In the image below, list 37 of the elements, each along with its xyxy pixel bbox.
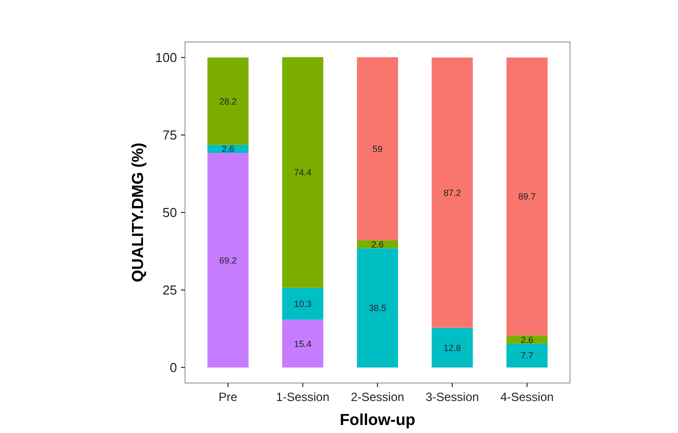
x-tick-label: 1-Session bbox=[276, 390, 330, 404]
bar bbox=[207, 58, 249, 145]
bar bbox=[356, 248, 398, 368]
bar bbox=[207, 152, 249, 368]
bar bbox=[282, 57, 324, 288]
x-tick-label: 2-Session bbox=[350, 390, 404, 404]
x-tick-label: Pre bbox=[218, 390, 238, 404]
data-label: 69.2 bbox=[219, 255, 237, 266]
data-label: 10.3 bbox=[294, 298, 312, 309]
bar bbox=[506, 58, 548, 336]
data-label: 2.6 bbox=[520, 334, 534, 345]
y-axis-title: QUALITY.DMG (%) bbox=[130, 142, 147, 282]
data-label: 87.2 bbox=[443, 188, 462, 198]
data-label: 28.2 bbox=[219, 96, 237, 106]
y-tick-label: 50 bbox=[162, 205, 177, 220]
y-tick-label: 100 bbox=[155, 50, 177, 66]
x-tick-label: 3-Session bbox=[426, 390, 479, 404]
data-label: 2.6 bbox=[222, 144, 234, 154]
data-label: 2.6 bbox=[371, 239, 384, 250]
x-tick-label: 4-Session bbox=[500, 390, 554, 404]
bar bbox=[506, 344, 548, 368]
y-tick-label: 0 bbox=[170, 360, 177, 376]
x-axis-title: Follow-up bbox=[340, 412, 416, 429]
data-label: 7.7 bbox=[520, 350, 534, 361]
bar bbox=[432, 328, 473, 368]
bar bbox=[282, 320, 324, 368]
bar bbox=[282, 288, 324, 320]
data-label: 74.4 bbox=[294, 168, 312, 178]
y-tick-label: 25 bbox=[162, 282, 177, 298]
data-label: 15.4 bbox=[294, 338, 312, 349]
y-tick-label: 75 bbox=[162, 128, 177, 143]
data-label: 59 bbox=[372, 144, 383, 154]
data-label: 12.8 bbox=[443, 342, 462, 353]
data-label: 38.5 bbox=[368, 302, 386, 313]
data-label: 89.7 bbox=[518, 192, 536, 202]
bar bbox=[356, 57, 398, 240]
bar bbox=[432, 58, 473, 328]
